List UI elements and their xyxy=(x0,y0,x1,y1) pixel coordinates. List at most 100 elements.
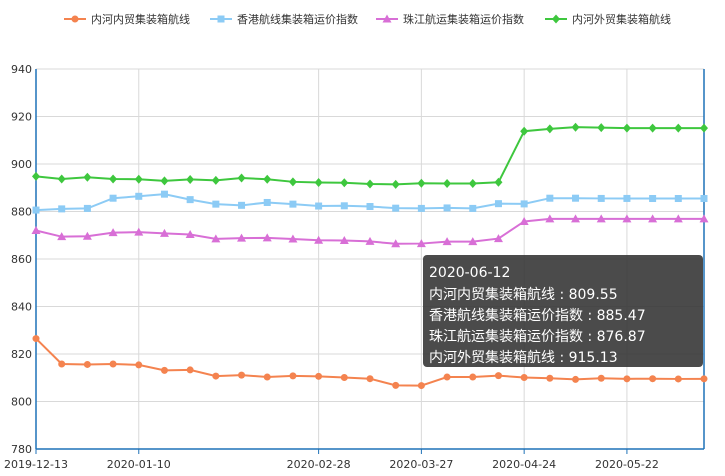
legend: 内河内贸集装箱航线 香港航线集装箱运价指数 珠江航运集装箱运价指数 内河外贸集装箱航线 xyxy=(64,12,671,26)
legend-marker xyxy=(552,14,560,24)
data-point xyxy=(238,201,246,209)
data-point xyxy=(340,178,349,188)
data-point xyxy=(315,202,323,210)
data-point xyxy=(211,234,221,243)
data-point xyxy=(648,123,657,133)
tooltip-row: 香港航线集装箱运价指数 : 885.47 xyxy=(429,307,646,324)
data-point xyxy=(57,174,66,184)
data-point xyxy=(416,239,426,248)
axes: 780 800 820 840 860 880 900 920 940 2019-12-13 202… xyxy=(4,63,705,471)
data-point xyxy=(392,381,400,389)
data-point xyxy=(263,373,271,381)
data-point xyxy=(443,204,451,212)
data-point xyxy=(289,200,297,208)
y-tick-label: 780 xyxy=(11,443,32,456)
data-point xyxy=(546,374,554,382)
data-point xyxy=(83,360,91,368)
data-point xyxy=(263,174,272,184)
data-point xyxy=(82,231,92,240)
data-point xyxy=(596,214,606,223)
y-tick-label: 920 xyxy=(11,111,32,124)
data-point xyxy=(392,204,400,212)
data-point xyxy=(545,214,555,223)
data-point xyxy=(545,124,554,134)
legend-item: 内河内贸集装箱航线 xyxy=(64,12,190,26)
data-point xyxy=(160,366,168,374)
data-point xyxy=(699,214,709,223)
data-point xyxy=(391,179,400,189)
data-point xyxy=(443,373,451,381)
data-point xyxy=(673,214,683,223)
data-point xyxy=(211,175,220,185)
data-point xyxy=(109,194,117,202)
data-point xyxy=(32,171,40,181)
data-point xyxy=(32,206,40,214)
data-point xyxy=(289,372,297,380)
tooltip: 2020-06-12 内河内贸集装箱航线 : 809.55 香港航线集装箱运价指数 … xyxy=(423,255,703,367)
data-point xyxy=(597,194,605,202)
data-point xyxy=(185,230,195,239)
y-tick-label: 840 xyxy=(11,301,32,314)
legend-label: 内河外贸集装箱航线 xyxy=(572,12,671,26)
data-point xyxy=(83,172,92,182)
data-point xyxy=(648,214,658,223)
data-point xyxy=(468,178,477,188)
x-tick-label: 2020-01-10 xyxy=(107,458,171,471)
data-point xyxy=(571,122,580,132)
data-point xyxy=(238,371,246,379)
data-point xyxy=(469,373,477,381)
data-point xyxy=(315,372,323,380)
data-point xyxy=(494,200,502,208)
data-point xyxy=(442,237,452,246)
data-point xyxy=(186,366,194,374)
data-point xyxy=(700,195,708,203)
data-point xyxy=(314,235,324,244)
data-point xyxy=(520,200,528,208)
data-point xyxy=(339,235,349,244)
data-point xyxy=(212,200,220,208)
data-point xyxy=(83,204,91,212)
series-line xyxy=(35,126,704,186)
y-tick-label: 880 xyxy=(11,206,32,219)
data-point xyxy=(494,372,502,380)
y-tick-label: 900 xyxy=(11,158,32,171)
data-point xyxy=(391,239,401,248)
data-point xyxy=(622,123,631,133)
data-point xyxy=(108,228,118,237)
x-tick-label: 2020-02-28 xyxy=(287,458,351,471)
data-point xyxy=(493,234,503,243)
tooltip-row: 珠江航运集装箱运价指数 : 876.87 xyxy=(429,328,646,345)
data-point xyxy=(135,192,143,200)
tooltip-row: 内河内贸集装箱航线 : 809.55 xyxy=(429,286,618,303)
data-point xyxy=(134,227,144,236)
data-point xyxy=(314,178,323,188)
data-point xyxy=(571,214,581,223)
data-point xyxy=(674,123,683,133)
x-tick-label: 2020-04-24 xyxy=(492,458,556,471)
data-point xyxy=(623,375,631,383)
y-tick-label: 940 xyxy=(11,63,32,76)
data-point xyxy=(340,202,348,210)
data-point xyxy=(366,375,374,383)
data-point xyxy=(366,203,374,211)
tooltip-box xyxy=(423,255,703,367)
data-point xyxy=(572,194,580,202)
data-point xyxy=(494,177,503,187)
data-point xyxy=(32,335,40,343)
data-point xyxy=(135,361,143,369)
data-point xyxy=(263,198,271,206)
data-point xyxy=(417,382,425,390)
data-point xyxy=(546,194,554,202)
data-point xyxy=(443,178,452,188)
data-point xyxy=(212,372,220,380)
data-point xyxy=(288,177,297,187)
data-point xyxy=(700,123,708,133)
tooltip-date: 2020-06-12 xyxy=(429,265,510,281)
data-point xyxy=(58,205,66,213)
data-point xyxy=(519,216,529,225)
data-point xyxy=(58,360,66,368)
legend-marker xyxy=(71,15,79,23)
data-point xyxy=(520,126,529,136)
series-3 xyxy=(32,122,708,189)
series-0 xyxy=(32,335,708,390)
